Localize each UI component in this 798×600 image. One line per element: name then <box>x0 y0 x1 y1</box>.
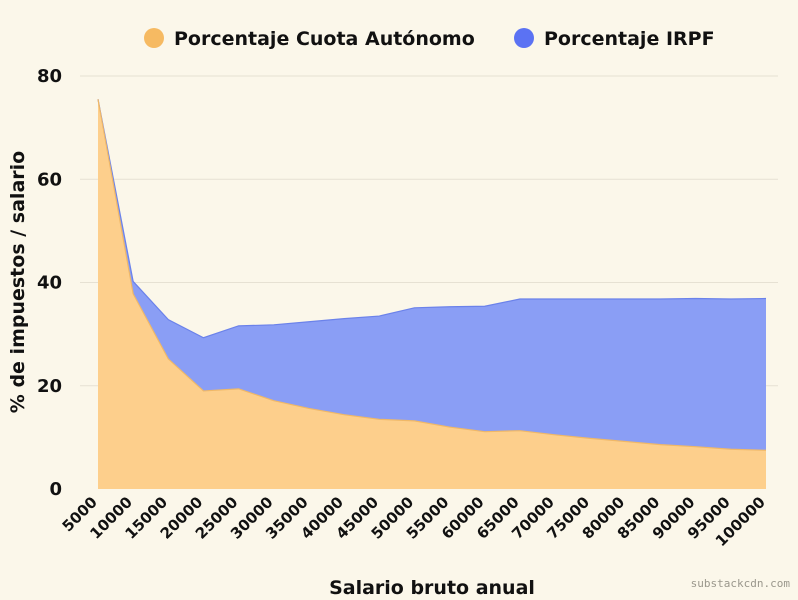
legend-swatch-irpf <box>514 28 534 48</box>
legend-label-cuota: Porcentaje Cuota Autónomo <box>174 28 475 50</box>
y-axis-label: % de impuestos / salario <box>7 151 29 413</box>
y-tick-label: 20 <box>37 376 62 397</box>
y-tick-label: 40 <box>37 273 62 294</box>
y-axis-ticks: 0 20 40 60 80 <box>37 66 62 500</box>
area-irpf <box>98 99 766 489</box>
y-tick-label: 0 <box>49 479 62 500</box>
x-axis-label: Salario bruto anual <box>329 577 535 599</box>
series-areas <box>97 99 767 489</box>
legend-label-irpf: Porcentaje IRPF <box>544 28 715 50</box>
y-tick-label: 60 <box>37 169 62 190</box>
legend-swatch-cuota <box>144 28 164 48</box>
watermark: substackcdn.com <box>691 577 791 590</box>
x-axis-ticks: 5000100001500020000250003000035000400004… <box>59 493 769 550</box>
y-tick-label: 80 <box>37 66 62 87</box>
area-irpf-line <box>97 99 767 339</box>
area-cuota-line <box>97 99 767 451</box>
area-cuota <box>98 99 766 489</box>
legend: Porcentaje Cuota Autónomo Porcentaje IRP… <box>144 28 715 50</box>
